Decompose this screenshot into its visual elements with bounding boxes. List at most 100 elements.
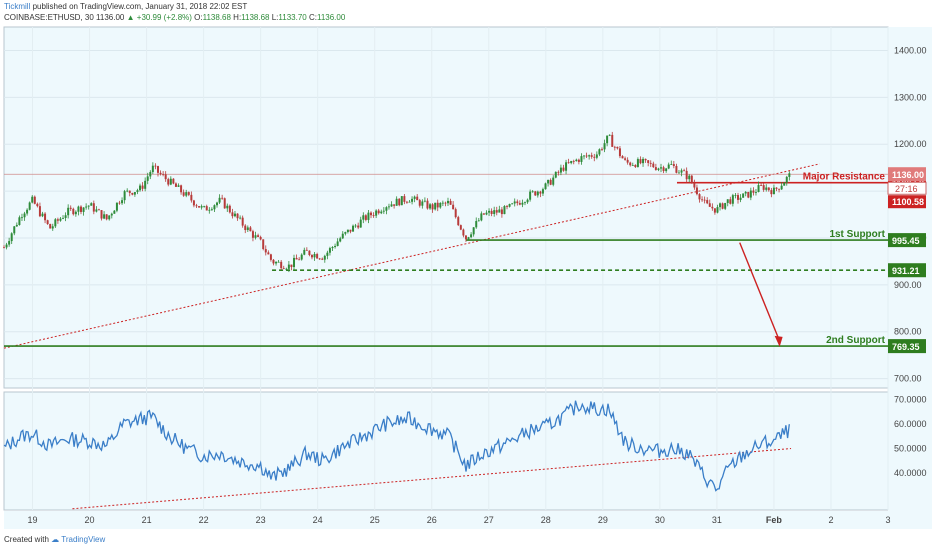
- candle-body: [187, 192, 190, 195]
- candle-body: [629, 162, 632, 166]
- candle-body: [308, 250, 311, 256]
- candle-body: [390, 204, 393, 207]
- candle-body: [636, 159, 639, 167]
- rsi-tick-label: 60.0000: [894, 419, 927, 429]
- candle-body: [20, 217, 23, 219]
- candle-body: [305, 249, 308, 251]
- time-tick-label: 19: [28, 515, 38, 525]
- candle-body: [95, 209, 98, 212]
- candle-body: [182, 192, 185, 196]
- candle-body: [226, 205, 229, 209]
- candle-body: [665, 168, 668, 172]
- level-badge-text: 995.45: [892, 236, 920, 246]
- candle-body: [788, 173, 791, 177]
- candle-body: [498, 209, 501, 213]
- candle-body: [41, 213, 44, 217]
- candle-body: [516, 201, 519, 204]
- candle-body: [431, 204, 434, 210]
- tradingview-logo-text[interactable]: TradingView: [61, 535, 106, 544]
- candle-body: [711, 206, 714, 209]
- price-pane[interactable]: [3, 26, 889, 389]
- publish-line: Tickmill published on TradingView.com, J…: [4, 2, 247, 11]
- candle-body: [398, 198, 401, 206]
- candle-body: [336, 241, 339, 246]
- last-price-badge: [888, 167, 926, 182]
- candle-body: [500, 209, 503, 215]
- candle-body: [426, 200, 429, 209]
- tradingview-logo-icon: ☁: [51, 535, 60, 544]
- candle-body: [703, 199, 706, 201]
- candle-body: [657, 168, 660, 170]
- candle-body: [513, 201, 516, 204]
- candle-body: [495, 210, 498, 213]
- candle-body: [441, 202, 444, 204]
- candle-body: [72, 208, 75, 215]
- candle-body: [328, 248, 331, 253]
- candle-body: [280, 261, 283, 269]
- candle-body: [695, 187, 698, 195]
- candle-body: [118, 202, 121, 204]
- candle-body: [562, 167, 565, 171]
- candle-body: [747, 191, 750, 198]
- time-tick-label: Feb: [766, 515, 783, 525]
- candle-body: [331, 247, 334, 249]
- candle-body: [77, 206, 80, 212]
- candle-body: [56, 219, 59, 221]
- candle-body: [316, 254, 319, 259]
- candle-body: [323, 255, 326, 260]
- rsi-pane[interactable]: [3, 391, 889, 511]
- candle-body: [393, 204, 396, 206]
- candle-body: [246, 227, 249, 231]
- candle-body: [580, 156, 583, 162]
- candle-body: [521, 202, 524, 205]
- rsi-tick-label: 50.0000: [894, 444, 927, 454]
- candle-body: [724, 202, 727, 209]
- time-tick-label: 25: [370, 515, 380, 525]
- publisher-name[interactable]: Tickmill: [4, 2, 31, 11]
- candle-body: [382, 210, 385, 212]
- candle-body: [357, 225, 360, 228]
- candle-body: [624, 158, 627, 160]
- candle-body: [731, 195, 734, 204]
- candle-body: [192, 200, 195, 206]
- candle-body: [572, 160, 575, 162]
- close-value: 1136.00: [316, 13, 346, 22]
- high-label: H:: [233, 13, 242, 22]
- candle-body: [59, 218, 62, 221]
- candle-body: [526, 199, 529, 203]
- candle-body: [565, 162, 568, 171]
- candle-body: [198, 206, 201, 208]
- time-tick-label: 31: [712, 515, 722, 525]
- price-chart[interactable]: Major Resistance 1st Support 2nd Support 1…: [0, 0, 932, 530]
- candle-body: [380, 211, 383, 214]
- level-badge: [888, 339, 926, 354]
- candle-body: [221, 197, 224, 199]
- candle-body: [92, 203, 95, 212]
- candle-body: [464, 235, 467, 240]
- candle-body: [713, 208, 716, 213]
- candle-body: [275, 261, 278, 264]
- candle-body: [367, 212, 370, 220]
- candle-body: [454, 209, 457, 218]
- candle-body: [3, 247, 5, 249]
- candle-body: [721, 203, 724, 209]
- time-tick-label: 27: [484, 515, 494, 525]
- candle-body: [151, 165, 154, 173]
- last-price: 1136.00: [96, 13, 125, 22]
- level-label: 1st Support: [829, 229, 885, 240]
- level-badge-text: 931.21: [892, 266, 920, 276]
- candle-body: [436, 202, 439, 208]
- candle-body: [529, 191, 532, 200]
- candle-body: [295, 257, 298, 260]
- candle-body: [631, 165, 634, 166]
- candle-body: [634, 165, 637, 167]
- candle-body: [144, 180, 147, 189]
- projection-arrow: [739, 242, 781, 342]
- candle-body: [616, 146, 619, 149]
- candle-body: [408, 201, 411, 203]
- candle-body: [216, 202, 219, 206]
- candle-body: [282, 268, 285, 269]
- candle-body: [105, 214, 108, 220]
- candle-body: [133, 192, 136, 195]
- candle-body: [169, 178, 172, 185]
